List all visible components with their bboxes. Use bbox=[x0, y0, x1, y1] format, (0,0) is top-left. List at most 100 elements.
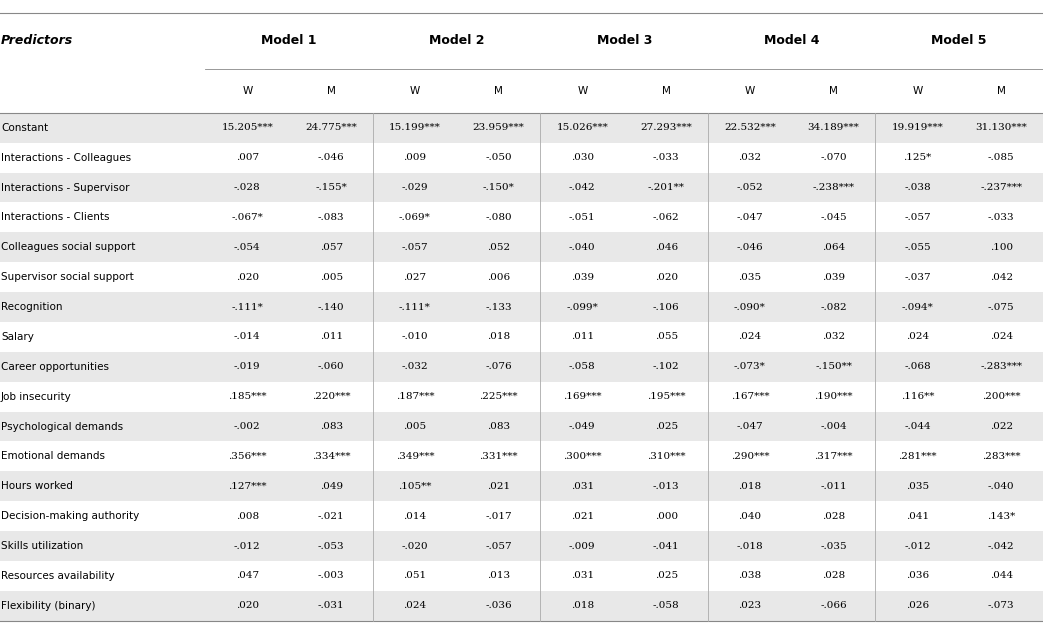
Text: .035: .035 bbox=[738, 273, 761, 282]
Text: Psychological demands: Psychological demands bbox=[1, 421, 123, 431]
Text: .025: .025 bbox=[655, 571, 678, 581]
Text: .083: .083 bbox=[319, 422, 343, 431]
Bar bbox=[0, 262, 1043, 292]
Text: .007: .007 bbox=[236, 153, 259, 162]
Text: .039: .039 bbox=[822, 273, 845, 282]
Text: .041: .041 bbox=[905, 512, 929, 520]
Text: 24.775***: 24.775*** bbox=[306, 124, 357, 132]
Text: .317***: .317*** bbox=[815, 452, 853, 461]
Text: Supervisor social support: Supervisor social support bbox=[1, 272, 134, 282]
Text: Model 4: Model 4 bbox=[763, 34, 820, 47]
Bar bbox=[0, 441, 1043, 472]
Text: M: M bbox=[661, 86, 671, 96]
Text: Predictors: Predictors bbox=[1, 34, 73, 47]
Bar bbox=[0, 143, 1043, 172]
Text: .011: .011 bbox=[319, 332, 343, 342]
Text: -.045: -.045 bbox=[820, 213, 847, 222]
Text: .021: .021 bbox=[571, 512, 593, 520]
Text: Interactions - Clients: Interactions - Clients bbox=[1, 213, 110, 223]
Text: -.201**: -.201** bbox=[648, 183, 684, 192]
Text: Constant: Constant bbox=[1, 123, 48, 133]
Text: .005: .005 bbox=[404, 422, 427, 431]
Text: -.049: -.049 bbox=[569, 422, 596, 431]
Text: .331***: .331*** bbox=[480, 452, 518, 461]
Text: .225***: .225*** bbox=[480, 392, 518, 401]
Text: .035: .035 bbox=[905, 482, 929, 491]
Text: -.011: -.011 bbox=[820, 482, 847, 491]
Text: .051: .051 bbox=[404, 571, 427, 581]
Text: .057: .057 bbox=[319, 243, 343, 252]
Text: .021: .021 bbox=[487, 482, 510, 491]
Text: -.054: -.054 bbox=[234, 243, 261, 252]
Text: Interactions - Colleagues: Interactions - Colleagues bbox=[1, 152, 131, 162]
Text: -.155*: -.155* bbox=[315, 183, 347, 192]
Text: 15.199***: 15.199*** bbox=[389, 124, 441, 132]
Text: .028: .028 bbox=[822, 512, 845, 520]
Text: -.055: -.055 bbox=[904, 243, 930, 252]
Bar bbox=[0, 203, 1043, 233]
Text: .024: .024 bbox=[990, 332, 1013, 342]
Text: W: W bbox=[745, 86, 755, 96]
Text: -.010: -.010 bbox=[402, 332, 429, 342]
Text: -.111*: -.111* bbox=[399, 303, 431, 312]
Text: -.058: -.058 bbox=[569, 362, 596, 371]
Text: -.068: -.068 bbox=[904, 362, 930, 371]
Text: -.029: -.029 bbox=[402, 183, 429, 192]
Text: -.080: -.080 bbox=[485, 213, 512, 222]
Bar bbox=[0, 501, 1043, 531]
Text: .220***: .220*** bbox=[312, 392, 350, 401]
Text: .038: .038 bbox=[738, 571, 761, 581]
Text: -.020: -.020 bbox=[402, 542, 429, 551]
Text: -.073*: -.073* bbox=[734, 362, 766, 371]
Text: .026: .026 bbox=[905, 601, 929, 610]
Text: .028: .028 bbox=[822, 571, 845, 581]
Text: .169***: .169*** bbox=[563, 392, 602, 401]
Text: M: M bbox=[494, 86, 503, 96]
Bar bbox=[0, 531, 1043, 561]
Text: -.069*: -.069* bbox=[399, 213, 431, 222]
Text: -.040: -.040 bbox=[569, 243, 596, 252]
Text: Emotional demands: Emotional demands bbox=[1, 451, 105, 461]
Text: Colleagues social support: Colleagues social support bbox=[1, 242, 136, 252]
Text: -.028: -.028 bbox=[234, 183, 261, 192]
Text: -.052: -.052 bbox=[736, 183, 763, 192]
Text: Interactions - Supervisor: Interactions - Supervisor bbox=[1, 182, 129, 192]
Text: -.133: -.133 bbox=[485, 303, 512, 312]
Text: .125*: .125* bbox=[903, 153, 931, 162]
Text: -.042: -.042 bbox=[569, 183, 596, 192]
Text: -.140: -.140 bbox=[318, 303, 344, 312]
Text: .020: .020 bbox=[655, 273, 678, 282]
Text: 22.532***: 22.532*** bbox=[724, 124, 776, 132]
Text: -.038: -.038 bbox=[904, 183, 930, 192]
Text: .310***: .310*** bbox=[647, 452, 685, 461]
Text: .116**: .116** bbox=[901, 392, 935, 401]
Text: .031: .031 bbox=[571, 482, 593, 491]
Text: .032: .032 bbox=[822, 332, 845, 342]
Text: Career opportunities: Career opportunities bbox=[1, 362, 110, 372]
Bar bbox=[0, 233, 1043, 262]
Text: -.014: -.014 bbox=[234, 332, 261, 342]
Text: .039: .039 bbox=[571, 273, 593, 282]
Text: .000: .000 bbox=[655, 512, 678, 520]
Text: .031: .031 bbox=[571, 571, 593, 581]
Text: -.060: -.060 bbox=[318, 362, 344, 371]
Text: .143*: .143* bbox=[987, 512, 1015, 520]
Text: .044: .044 bbox=[990, 571, 1013, 581]
Text: -.053: -.053 bbox=[318, 542, 344, 551]
Text: M: M bbox=[326, 86, 336, 96]
Bar bbox=[0, 561, 1043, 591]
Text: -.044: -.044 bbox=[904, 422, 930, 431]
Text: .020: .020 bbox=[236, 601, 259, 610]
Text: .011: .011 bbox=[571, 332, 593, 342]
Text: .127***: .127*** bbox=[228, 482, 267, 491]
Text: .064: .064 bbox=[822, 243, 845, 252]
Text: -.032: -.032 bbox=[402, 362, 429, 371]
Bar bbox=[0, 591, 1043, 621]
Text: -.082: -.082 bbox=[820, 303, 847, 312]
Text: .023: .023 bbox=[738, 601, 761, 610]
Bar bbox=[0, 472, 1043, 501]
Text: -.051: -.051 bbox=[569, 213, 596, 222]
Text: .024: .024 bbox=[905, 332, 929, 342]
Text: -.035: -.035 bbox=[820, 542, 847, 551]
Text: 34.189***: 34.189*** bbox=[807, 124, 859, 132]
